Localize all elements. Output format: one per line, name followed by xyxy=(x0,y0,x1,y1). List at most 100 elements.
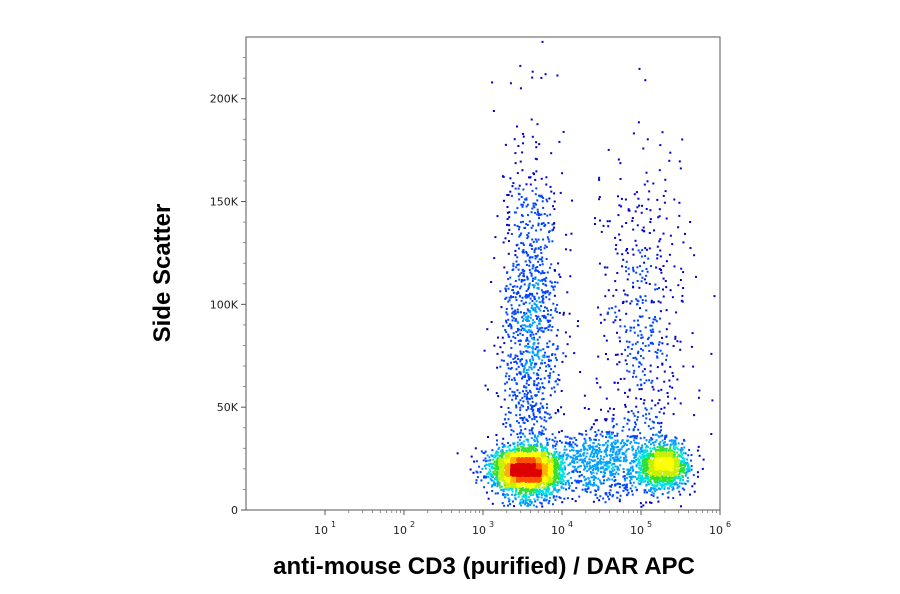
event-dot xyxy=(664,436,666,439)
event-dot xyxy=(651,453,654,456)
event-dot xyxy=(638,471,641,474)
event-dot xyxy=(549,291,552,294)
event-dot xyxy=(644,421,647,424)
event-dot xyxy=(511,312,514,315)
event-dot xyxy=(649,501,651,504)
event-dot xyxy=(651,328,654,331)
event-dot xyxy=(531,346,534,349)
event-dot xyxy=(648,283,651,285)
event-dot xyxy=(674,337,677,340)
event-dot xyxy=(559,191,562,194)
event-dot xyxy=(606,462,609,465)
event-dot xyxy=(608,478,611,481)
event-dot xyxy=(523,365,526,368)
event-dot xyxy=(548,360,551,362)
event-dot xyxy=(539,245,542,248)
event-dot xyxy=(591,465,594,468)
event-dot xyxy=(525,382,528,385)
event-dot xyxy=(583,394,586,397)
event-dot xyxy=(625,340,628,343)
event-dot xyxy=(612,445,615,448)
event-dot xyxy=(658,343,660,346)
event-dot xyxy=(641,449,644,452)
event-dot xyxy=(485,491,488,494)
event-dot xyxy=(614,453,617,456)
event-dot xyxy=(522,242,525,245)
event-dot xyxy=(544,306,546,309)
event-dot xyxy=(669,485,671,488)
event-dot xyxy=(622,258,625,261)
event-dot xyxy=(525,318,528,321)
event-dot xyxy=(579,458,582,461)
event-dot xyxy=(650,299,653,302)
event-dot xyxy=(525,339,528,342)
event-dot xyxy=(538,322,541,325)
event-dot xyxy=(625,222,628,224)
event-dot xyxy=(536,317,538,320)
event-dot xyxy=(650,475,653,478)
event-dot xyxy=(547,489,550,492)
event-dot xyxy=(680,447,683,450)
event-dot xyxy=(522,501,525,504)
event-dot xyxy=(520,492,523,495)
event-dot xyxy=(527,329,530,332)
event-dot xyxy=(507,456,510,459)
event-dot xyxy=(490,463,493,465)
event-dot xyxy=(556,482,559,485)
event-dot xyxy=(598,447,601,449)
event-dot xyxy=(636,384,639,387)
event-dot xyxy=(594,493,597,496)
event-dot xyxy=(552,288,555,291)
event-dot xyxy=(538,388,541,391)
event-dot xyxy=(507,451,510,453)
event-dot xyxy=(551,353,554,355)
event-dot xyxy=(669,365,672,368)
event-dot xyxy=(534,310,537,313)
event-dot xyxy=(618,459,621,462)
event-dot xyxy=(551,223,554,226)
event-dot xyxy=(552,471,555,474)
event-dot xyxy=(639,461,642,464)
event-dot xyxy=(518,278,521,281)
event-dot xyxy=(662,471,665,474)
event-dot xyxy=(644,299,647,302)
event-dot xyxy=(672,442,675,445)
event-dot xyxy=(619,483,621,486)
event-dot xyxy=(529,297,532,300)
event-dot xyxy=(640,280,643,283)
event-dot xyxy=(546,443,548,446)
event-dot xyxy=(517,187,520,190)
event-dot xyxy=(531,400,534,403)
event-dot xyxy=(524,362,527,365)
event-dot xyxy=(551,461,554,464)
event-dot xyxy=(503,266,506,269)
event-dot xyxy=(512,332,515,335)
event-dot xyxy=(684,452,687,455)
event-dot xyxy=(531,454,533,457)
event-dot xyxy=(504,445,507,448)
event-dot xyxy=(656,356,659,359)
event-dot xyxy=(563,479,565,482)
event-dot xyxy=(676,451,679,454)
event-dot xyxy=(648,412,651,415)
event-dot xyxy=(516,389,519,392)
event-dot xyxy=(564,435,567,438)
event-dot xyxy=(532,494,535,496)
event-dot xyxy=(680,299,683,302)
event-dot xyxy=(535,394,538,397)
event-dot xyxy=(525,205,528,208)
event-dot xyxy=(553,461,556,464)
event-dot xyxy=(639,452,642,455)
event-dot xyxy=(683,452,685,455)
event-dot xyxy=(564,483,567,486)
event-dot xyxy=(540,76,543,79)
event-dot xyxy=(658,465,660,468)
event-dot xyxy=(628,470,630,473)
event-dot xyxy=(612,448,615,450)
event-dot xyxy=(534,269,537,272)
event-dot xyxy=(536,420,539,423)
event-dot xyxy=(552,496,555,499)
event-dot xyxy=(688,448,691,451)
event-dot xyxy=(544,480,547,483)
event-dot xyxy=(659,431,661,434)
